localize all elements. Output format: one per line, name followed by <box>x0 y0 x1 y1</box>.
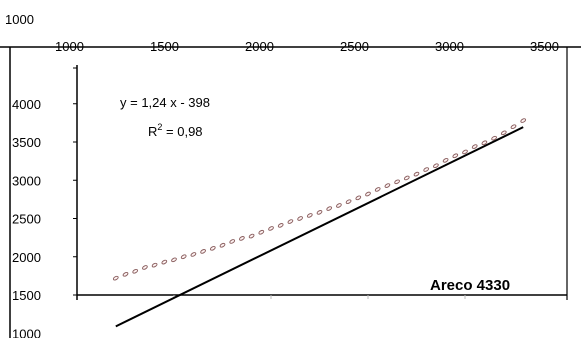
data-point <box>413 171 420 177</box>
data-point <box>258 229 265 235</box>
data-point <box>122 272 129 277</box>
stray-label: 1000 <box>5 12 34 27</box>
data-point <box>161 259 168 265</box>
data-point <box>219 242 226 248</box>
data-point <box>471 144 478 149</box>
y-tick-label: 1000 <box>12 326 41 338</box>
data-point <box>209 245 216 251</box>
x-tick-label: 1000 <box>55 39 84 54</box>
data-point <box>394 179 400 185</box>
data-point <box>297 216 303 221</box>
x-tick-label: 2500 <box>340 39 369 54</box>
data-point <box>326 206 333 211</box>
data-point <box>171 257 177 263</box>
data-point <box>200 249 206 254</box>
x-tick-label: 2000 <box>245 39 274 54</box>
data-point <box>452 153 459 159</box>
data-point <box>403 175 410 181</box>
y-tick-label: 3000 <box>12 173 41 188</box>
data-point <box>481 140 488 146</box>
data-point <box>229 239 236 244</box>
data-point <box>374 187 381 192</box>
data-point <box>180 254 187 260</box>
x-tick-label: 1500 <box>150 39 179 54</box>
data-point <box>423 167 430 172</box>
trendline-equation: y = 1,24 x - 398 <box>120 95 210 110</box>
data-point <box>239 236 245 241</box>
data-point <box>316 210 323 215</box>
trendline <box>115 126 524 328</box>
data-point <box>287 219 294 224</box>
data-point <box>433 163 439 169</box>
x-tick-label: 3500 <box>530 39 559 54</box>
x-tick-label: 3000 <box>435 39 464 54</box>
data-point <box>442 158 449 163</box>
data-point <box>500 130 507 136</box>
data-point <box>268 226 274 231</box>
y-tick-label: 2500 <box>12 212 41 227</box>
data-point <box>355 195 362 201</box>
data-point <box>336 203 342 208</box>
data-point <box>277 223 284 228</box>
data-point <box>190 252 197 257</box>
y-tick-label: 1500 <box>12 288 41 303</box>
data-point <box>248 233 255 239</box>
y-tick-label: 3500 <box>12 135 41 150</box>
data-point <box>345 199 352 205</box>
r2-suffix: = 0,98 <box>162 124 202 139</box>
data-point <box>132 268 139 274</box>
r2-prefix: R <box>148 124 157 139</box>
data-point <box>491 135 497 141</box>
data-point <box>510 124 517 130</box>
data-point <box>151 262 158 268</box>
r2-superscript: 2 <box>157 122 162 132</box>
series-name-label: Areco 4330 <box>430 277 510 294</box>
y-tick-label: 4000 <box>12 97 41 112</box>
data-point <box>142 265 148 270</box>
r-squared-label: R2 = 0,98 <box>148 122 203 139</box>
data-point <box>520 118 527 123</box>
data-point <box>306 213 313 218</box>
data-point <box>462 149 468 155</box>
data-point <box>112 275 119 281</box>
data-point <box>365 191 371 197</box>
y-tick-label: 2000 <box>12 250 41 265</box>
data-point <box>384 183 391 188</box>
